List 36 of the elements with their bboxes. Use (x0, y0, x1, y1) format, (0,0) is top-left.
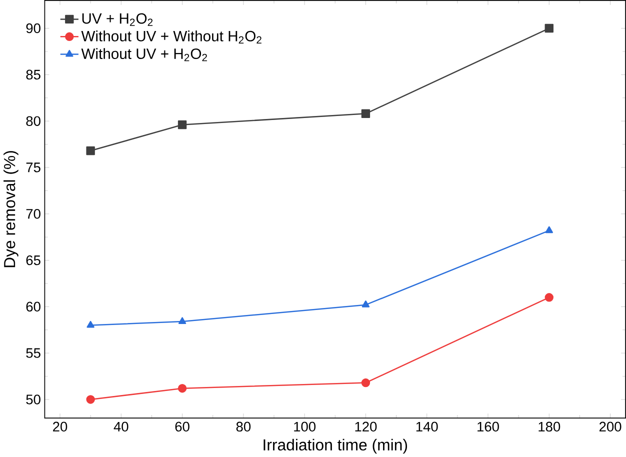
point (361, 378, 370, 388)
legend-label: UV + H$_{2}$O$_{2}$ (82, 13, 153, 26)
legend-label: Without UV + H$_{2}$O$_{2}$ (81, 48, 207, 62)
point (178, 384, 187, 393)
y-tick-label: 75 (26, 162, 40, 172)
x-axis-title: Irradiation time (min) (264, 438, 408, 454)
point (361, 109, 370, 118)
point (362, 300, 370, 308)
point (178, 317, 186, 324)
point (86, 146, 95, 156)
point (544, 292, 554, 302)
x-tick-label: 100 (294, 422, 316, 432)
y-tick-label: 85 (26, 70, 40, 80)
y-tick-label: 90 (26, 23, 40, 34)
y-axis-title: Dye removal (%) (4, 150, 18, 268)
y-tick-label: 50 (26, 394, 40, 404)
point (544, 24, 554, 33)
y-tick-label: 70 (26, 208, 40, 219)
point (86, 395, 95, 404)
point (545, 226, 553, 233)
y-tick-label: 80 (26, 116, 40, 126)
x-tick-label: 120 (355, 422, 377, 432)
x-tick-label: 180 (538, 422, 560, 432)
legend-label: Without UV + Without H$_{2}$O$_{2}$ (81, 30, 262, 44)
y-tick-label: 60 (26, 302, 40, 312)
x-tick-label: 60 (175, 422, 190, 432)
x-tick-label: 140 (416, 422, 438, 432)
x-tick-label: 20 (53, 422, 68, 432)
x-tick-label: 200 (599, 422, 622, 432)
point (178, 120, 187, 130)
x-tick-label: 80 (236, 422, 251, 432)
y-tick-label: 55 (26, 348, 40, 358)
point (86, 320, 94, 328)
y-tick-label: 65 (26, 255, 40, 266)
x-tick-label: 160 (478, 422, 499, 432)
x-tick-label: 40 (114, 422, 128, 432)
